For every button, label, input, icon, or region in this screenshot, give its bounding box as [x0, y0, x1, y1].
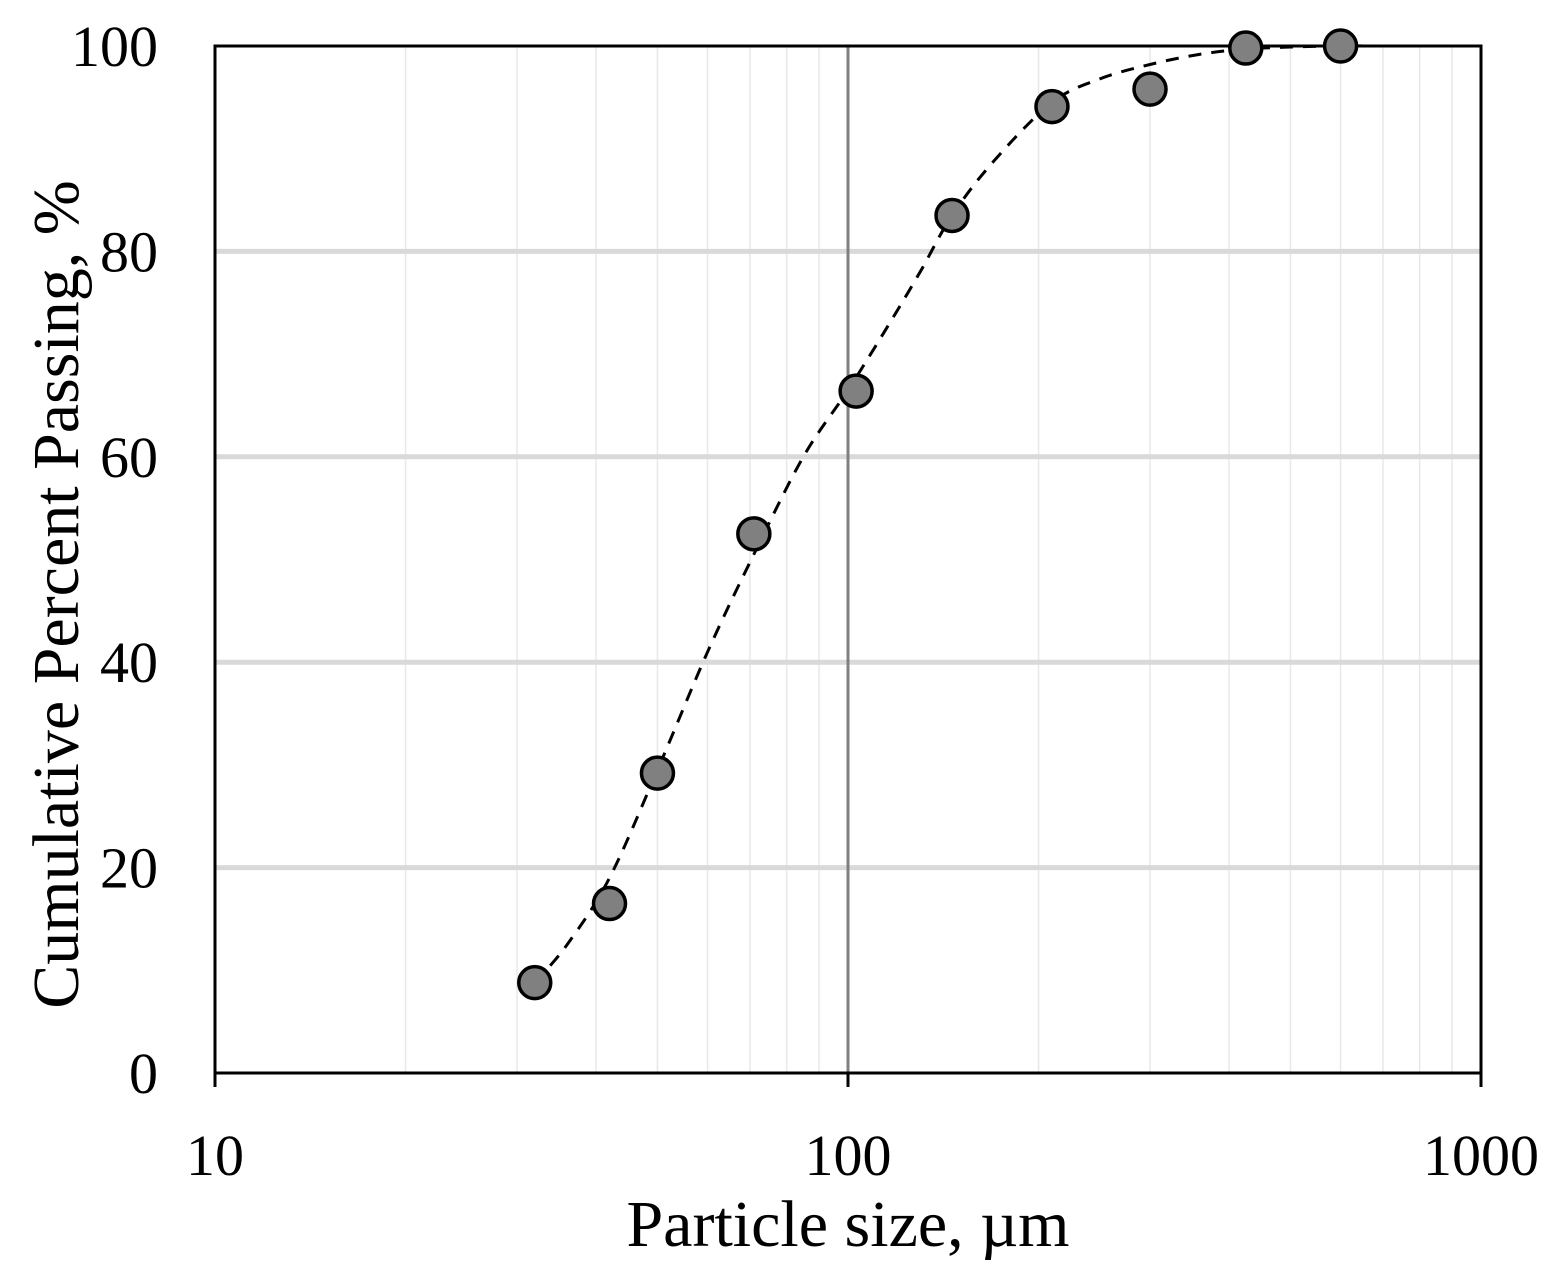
data-point [639, 755, 676, 791]
y-tick-label: 0 [129, 1041, 158, 1106]
data-point [1322, 28, 1359, 64]
data-point [1228, 30, 1264, 66]
y-tick-label: 20 [100, 836, 158, 901]
y-tick-label: 40 [100, 630, 158, 695]
data-point [736, 516, 772, 552]
data-point [517, 964, 553, 1001]
data-points [517, 28, 1359, 1001]
data-point [838, 373, 874, 409]
minor-x-gridlines [404, 46, 1453, 1073]
y-axis-title: Cumulative Percent Passing, % [20, 180, 93, 1009]
data-point [1034, 88, 1070, 125]
data-point [591, 885, 628, 922]
x-tick-label: 100 [805, 1123, 892, 1188]
x-tick-label: 10 [186, 1123, 244, 1188]
x-axis-ticks [213, 1073, 1483, 1087]
y-tick-label: 100 [71, 14, 158, 79]
fitted-curve [533, 44, 1383, 984]
y-axis-tick-labels: 0 20 40 60 80 100 [71, 14, 158, 1106]
x-axis-title: Particle size, µm [626, 1188, 1069, 1261]
y-tick-label: 60 [100, 425, 158, 490]
x-axis-tick-labels: 10 100 1000 [186, 1123, 1539, 1188]
x-tick-label: 1000 [1423, 1123, 1539, 1188]
data-point [1132, 71, 1168, 107]
fit-curve-path [533, 44, 1383, 984]
y-tick-label: 80 [100, 219, 158, 284]
data-point [934, 197, 970, 234]
